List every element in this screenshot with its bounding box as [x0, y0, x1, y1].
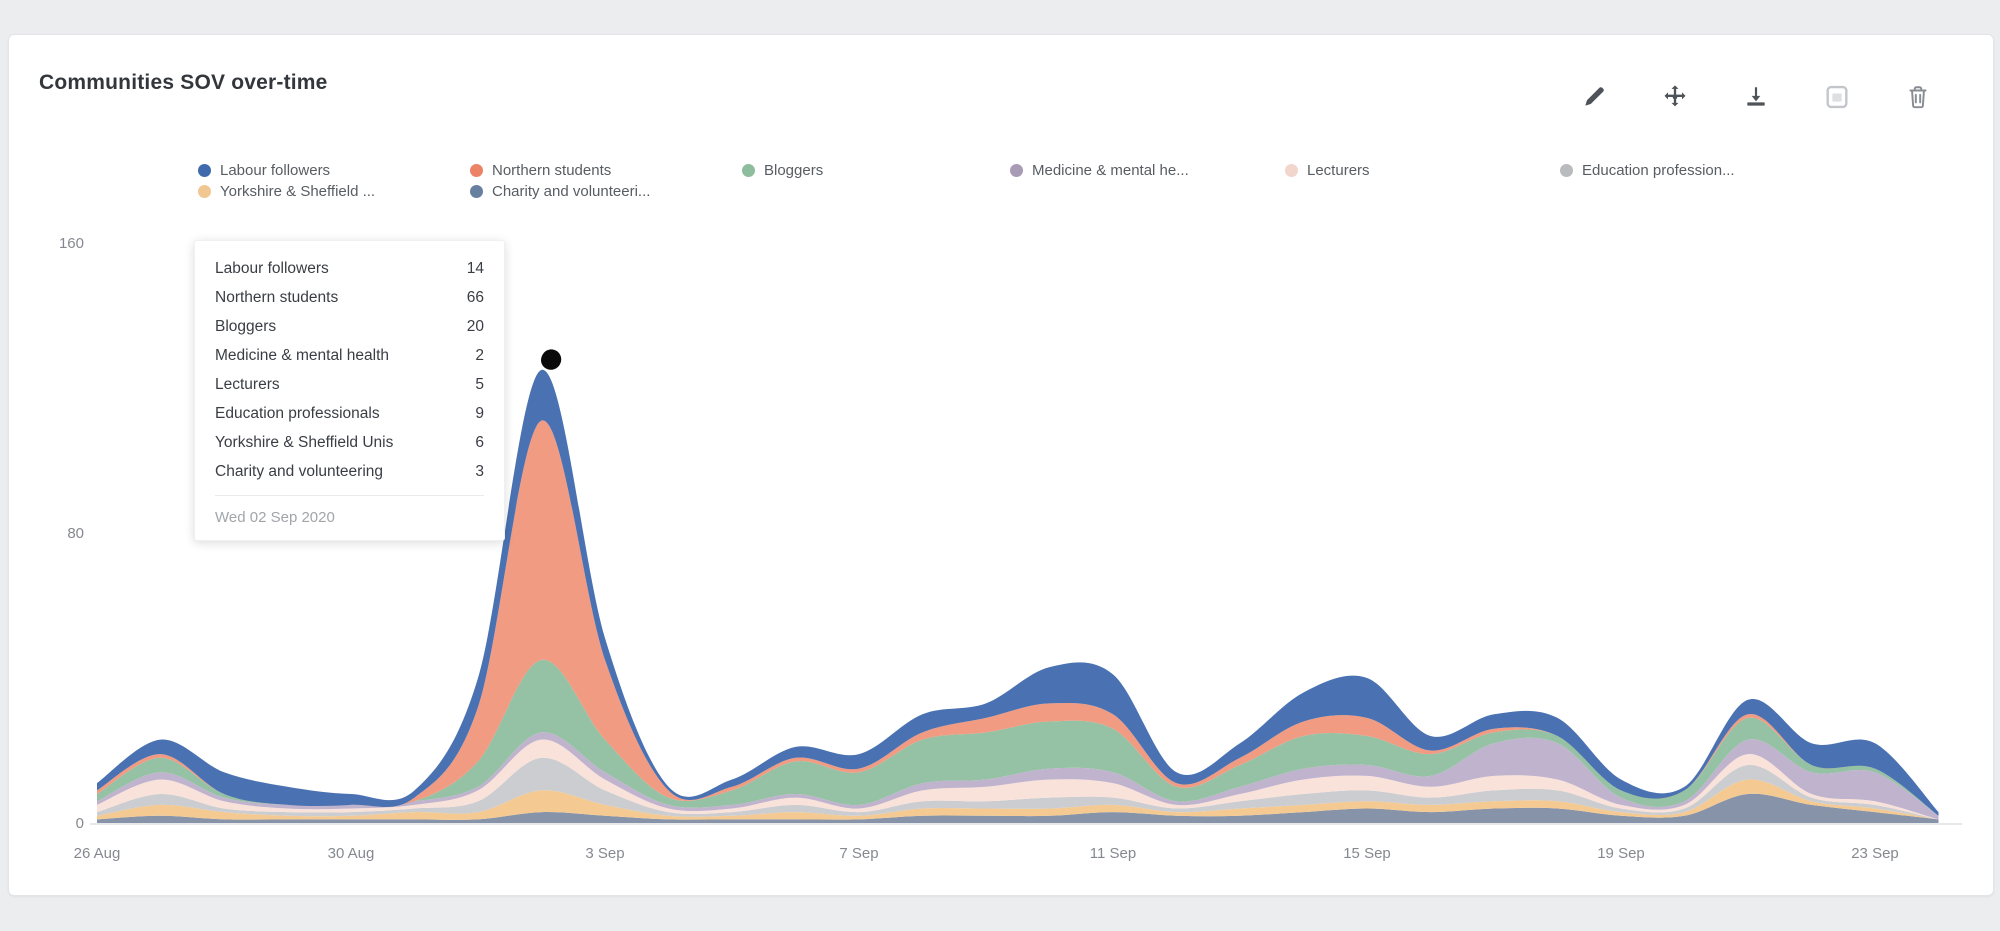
- legend-column: Northern students Charity and volunteeri.…: [470, 160, 650, 202]
- legend-label: Medicine & mental he...: [1032, 162, 1189, 179]
- legend-column: Education profession...: [1560, 160, 1735, 181]
- legend-item-education[interactable]: Education profession...: [1560, 160, 1735, 181]
- area-charity-and-volunteering[interactable]: [97, 793, 1939, 823]
- chart-legend: Labour followers Yorkshire & Sheffield ..…: [0, 160, 2000, 210]
- tooltip-row: Bloggers 20: [215, 312, 484, 341]
- tooltip-series-label: Bloggers: [215, 317, 277, 335]
- tooltip-series-value: 5: [475, 375, 484, 393]
- tooltip-series-value: 14: [466, 259, 484, 277]
- tooltip-series-value: 9: [475, 404, 484, 422]
- x-tick-label: 26 Aug: [74, 845, 121, 862]
- tooltip-series-label: Medicine & mental health: [215, 346, 390, 364]
- x-tick-label: 19 Sep: [1597, 845, 1645, 862]
- legend-item-yorkshire[interactable]: Yorkshire & Sheffield ...: [198, 181, 375, 202]
- tooltip-date: Wed 02 Sep 2020: [215, 509, 335, 526]
- tooltip-series-value: 20: [466, 317, 484, 335]
- legend-label: Labour followers: [220, 162, 331, 179]
- pencil-icon: [1581, 87, 1607, 113]
- tooltip-row: Medicine & mental health 2: [215, 341, 484, 370]
- legend-column: Lecturers: [1285, 160, 1370, 181]
- area-northern-students[interactable]: [97, 420, 1939, 816]
- x-tick-label: 11 Sep: [1090, 845, 1136, 862]
- legend-item-labour[interactable]: Labour followers: [198, 160, 375, 181]
- y-tick-label: 0: [76, 815, 84, 832]
- legend-column: Bloggers: [742, 160, 823, 181]
- legend-dot-icon: [470, 185, 483, 198]
- legend-dot-icon: [742, 164, 755, 177]
- move-button[interactable]: [1659, 81, 1691, 113]
- tooltip-row: Lecturers 5: [215, 370, 484, 399]
- legend-item-medicine[interactable]: Medicine & mental he...: [1010, 160, 1189, 181]
- legend-label: Lecturers: [1307, 162, 1370, 179]
- tooltip-series-label: Yorkshire & Sheffield Unis: [215, 433, 394, 451]
- tooltip-series-value: 3: [475, 462, 484, 480]
- legend-label: Charity and volunteeri...: [492, 183, 651, 200]
- x-tick-label: 7 Sep: [839, 845, 878, 862]
- legend-dot-icon: [470, 164, 483, 177]
- toolbar: [1579, 81, 1933, 113]
- legend-dot-icon: [1560, 164, 1573, 177]
- tooltip-row: Yorkshire & Sheffield Unis 6: [215, 428, 484, 457]
- tooltip-series-label: Labour followers: [215, 259, 329, 277]
- tooltip-row: Labour followers 14: [215, 254, 484, 283]
- tooltip-series-value: 66: [466, 288, 484, 306]
- chart-tooltip: Labour followers 14 Northern students 66 Blo…: [194, 240, 505, 541]
- legend-item-bloggers[interactable]: Bloggers: [742, 160, 823, 181]
- page-title: Communities SOV over-time: [39, 71, 328, 94]
- tooltip-rows: Labour followers 14 Northern students 66 Blo…: [215, 254, 484, 486]
- tooltip-series-label: Education professionals: [215, 404, 380, 422]
- area-bloggers[interactable]: [97, 659, 1939, 816]
- legend-dot-icon: [1285, 164, 1298, 177]
- x-tick-label: 23 Sep: [1851, 845, 1899, 862]
- legend-item-lecturers[interactable]: Lecturers: [1285, 160, 1370, 181]
- tooltip-divider: [215, 495, 484, 496]
- legend-label: Northern students: [492, 162, 612, 179]
- download-button[interactable]: [1741, 82, 1771, 112]
- trash-icon: [1905, 86, 1931, 113]
- legend-column: Labour followers Yorkshire & Sheffield ..…: [198, 160, 375, 202]
- area-medicine-mental-health[interactable]: [97, 732, 1939, 820]
- x-tick-label: 15 Sep: [1343, 845, 1391, 862]
- edit-button[interactable]: [1579, 82, 1609, 112]
- area-education-professionals[interactable]: [97, 757, 1939, 820]
- download-icon: [1743, 87, 1769, 113]
- report-button[interactable]: [1821, 81, 1853, 113]
- legend-dot-icon: [198, 185, 211, 198]
- legend-dot-icon: [1010, 164, 1023, 177]
- legend-label: Bloggers: [764, 162, 824, 179]
- tooltip-series-label: Lecturers: [215, 375, 280, 393]
- legend-label: Education profession...: [1582, 162, 1735, 179]
- tooltip-row: Charity and volunteering 3: [215, 457, 484, 486]
- move-icon: [1661, 85, 1689, 114]
- x-tick-label: 3 Sep: [585, 845, 624, 862]
- legend-column: Medicine & mental he...: [1010, 160, 1189, 181]
- area-lecturers[interactable]: [97, 739, 1939, 820]
- tooltip-series-value: 2: [475, 346, 484, 364]
- y-tick-label: 160: [59, 235, 84, 252]
- stacked-areas[interactable]: [97, 369, 1939, 823]
- area-yorkshire-sheffield-unis[interactable]: [97, 779, 1939, 820]
- legend-item-charity[interactable]: Charity and volunteeri...: [470, 181, 650, 202]
- legend-dot-icon: [198, 164, 211, 177]
- tooltip-series-label: Charity and volunteering: [215, 462, 384, 480]
- y-tick-label: 80: [67, 525, 84, 542]
- report-panel-icon: [1823, 85, 1851, 114]
- legend-item-northern[interactable]: Northern students: [470, 160, 650, 181]
- x-tick-label: 30 Aug: [328, 845, 375, 862]
- tooltip-row: Northern students 66: [215, 283, 484, 312]
- delete-button[interactable]: [1903, 82, 1933, 112]
- tooltip-row: Education professionals 9: [215, 399, 484, 428]
- tooltip-series-label: Northern students: [215, 288, 339, 306]
- tooltip-series-value: 6: [475, 433, 484, 451]
- legend-label: Yorkshire & Sheffield ...: [220, 183, 376, 200]
